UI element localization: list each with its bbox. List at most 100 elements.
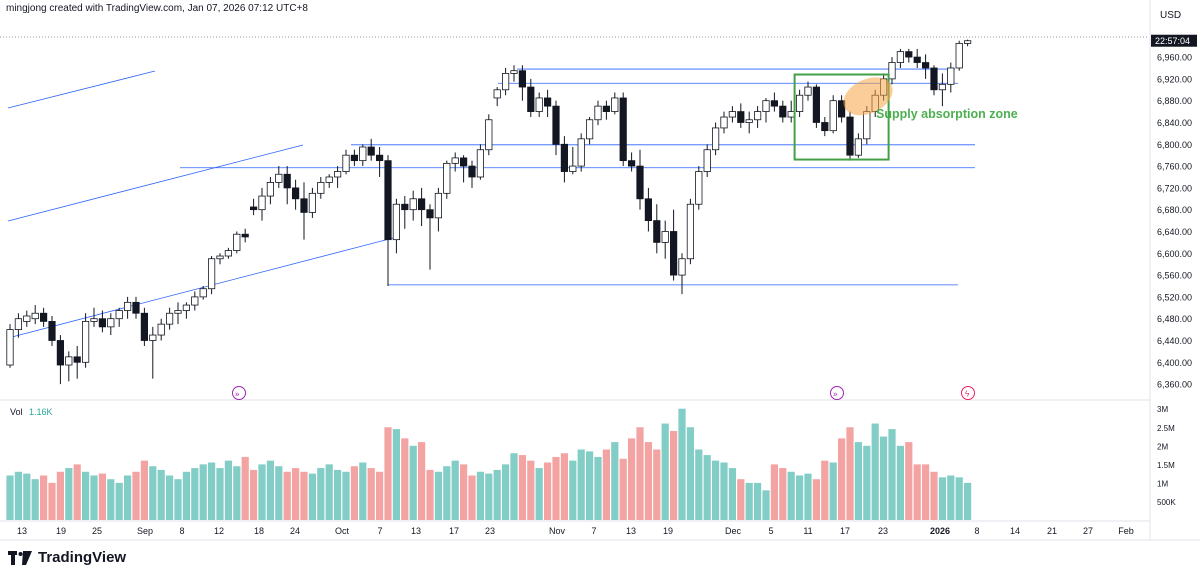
candle-down	[846, 116, 854, 156]
candle-down	[560, 143, 569, 172]
time-tick-label: 7	[377, 526, 382, 536]
candle-up	[854, 138, 863, 156]
candle-up	[23, 315, 31, 322]
candle-down	[241, 233, 249, 238]
volume-bar	[602, 449, 610, 520]
volume-label: Vol 1.16K	[10, 407, 53, 417]
volume-bar	[678, 408, 686, 520]
volume-bar	[947, 475, 955, 520]
volume-bar	[124, 475, 132, 520]
volume-bar	[199, 464, 207, 520]
volume-bar	[409, 445, 417, 520]
price-tick-label: 6,800.00	[1157, 140, 1192, 150]
time-tick-label: 11	[803, 526, 812, 536]
candle-up	[728, 111, 737, 118]
volume-bar	[174, 479, 182, 520]
price-tick-label: 6,440.00	[1157, 336, 1192, 346]
volume-bar	[292, 468, 300, 520]
candle-up	[896, 51, 905, 63]
volume-bar	[493, 469, 501, 520]
candle-up	[863, 111, 871, 140]
candle-up	[594, 105, 602, 121]
volume-bar	[308, 473, 316, 520]
volume-bar	[342, 471, 350, 520]
volume-tick-label: 3M	[1157, 405, 1168, 414]
price-tick-label: 6,840.00	[1157, 118, 1192, 128]
supply-absorption-annotation: Supply absorption zone	[876, 107, 1018, 121]
time-tick-label: Dec	[725, 526, 742, 536]
candle-up	[165, 312, 174, 325]
time-tick-label: 23	[878, 526, 888, 536]
volume-bar	[82, 471, 90, 520]
time-tick-label: 19	[56, 526, 66, 536]
time-tick-label: 21	[1047, 526, 1057, 536]
volume-bar	[157, 469, 165, 520]
candle-down	[602, 105, 611, 112]
volume-bar	[266, 460, 274, 520]
volume-bar	[283, 471, 291, 520]
candle-up	[182, 304, 190, 311]
candle-down	[544, 97, 552, 107]
candle-down	[737, 111, 745, 123]
volume-bar	[569, 460, 577, 520]
price-tick-label: 6,640.00	[1157, 227, 1192, 237]
volume-bar	[838, 438, 846, 520]
candle-down	[670, 231, 678, 276]
candle-up	[661, 231, 669, 243]
candle-up	[31, 312, 39, 320]
time-tick-label: 25	[92, 526, 102, 536]
candle-up	[762, 100, 770, 112]
tradingview-logo-icon	[8, 550, 32, 565]
candle-down	[905, 51, 913, 58]
time-tick-label: Oct	[335, 526, 350, 536]
candle-up	[569, 165, 577, 172]
volume-bar	[191, 468, 199, 520]
price-tick-label: 6,680.00	[1157, 205, 1192, 215]
time-tick-label: Nov	[549, 526, 566, 536]
event-icon-glyph: »	[833, 390, 838, 399]
candle-up	[745, 119, 753, 123]
time-tick-label: 12	[214, 526, 224, 536]
volume-bar	[560, 453, 568, 520]
candle-down	[417, 198, 426, 211]
tradingview-brand[interactable]: TradingView	[8, 549, 126, 566]
volume-bar	[896, 445, 904, 520]
brand-name: TradingView	[38, 549, 127, 566]
volume-bar	[770, 464, 778, 520]
volume-bar	[485, 473, 493, 520]
candle-up	[796, 94, 804, 112]
volume-bar	[367, 468, 375, 520]
volume-bar	[426, 469, 434, 520]
volume-bar	[434, 471, 442, 520]
candle-up	[476, 149, 485, 178]
candle-up	[686, 203, 695, 260]
candle-up	[829, 100, 837, 132]
volume-bar	[300, 471, 308, 520]
time-tick-label: 13	[411, 526, 421, 536]
volume-bar	[644, 442, 652, 520]
volume-tick-label: 2.5M	[1157, 424, 1175, 433]
candle-up	[157, 323, 165, 336]
volume-bar	[653, 449, 661, 520]
candle-up	[14, 318, 22, 330]
volume-bar	[846, 427, 854, 520]
candle-up	[451, 157, 459, 164]
candle-down	[384, 160, 392, 241]
price-tick-label: 6,480.00	[1157, 314, 1192, 324]
volume-bar	[325, 464, 333, 520]
candle-down	[132, 301, 140, 314]
candle-up	[720, 116, 728, 129]
candle-down	[283, 173, 291, 189]
time-tick-label: 17	[449, 526, 459, 536]
time-tick-label: 5	[768, 526, 773, 536]
candle-up	[703, 149, 711, 172]
candle-up	[107, 318, 115, 328]
candle-up	[115, 310, 123, 320]
volume-bar	[812, 479, 820, 520]
price-tick-label: 6,520.00	[1157, 292, 1192, 302]
candle-up	[342, 154, 350, 172]
candle-down	[48, 321, 56, 341]
volume-bar	[90, 475, 98, 520]
candle-up	[124, 301, 132, 311]
